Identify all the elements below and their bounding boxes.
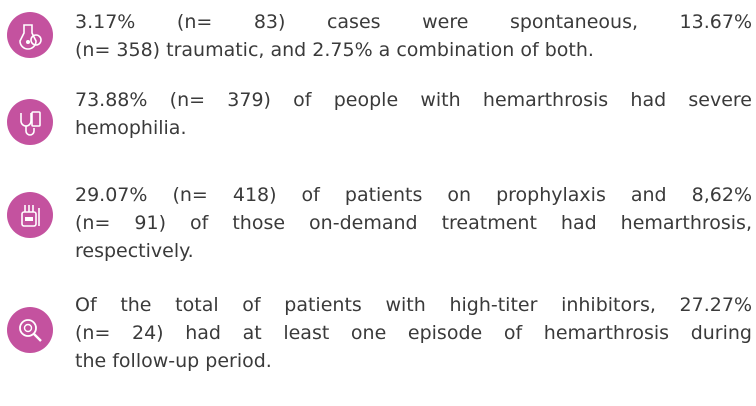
- text-line: the follow-up period.: [75, 350, 272, 372]
- text-line: (n= 91) of those on-demand treatment had…: [75, 212, 752, 234]
- text-line: 73.88% (n= 379) of people with hemarthro…: [75, 89, 752, 111]
- item-text: 73.88% (n= 379) of people with hemarthro…: [75, 86, 752, 142]
- item-text: 3.17% (n= 83) cases were spontaneous, 13…: [75, 8, 752, 64]
- item-text: Of the total of patients with high-titer…: [75, 291, 752, 375]
- text-line: 3.17% (n= 83) cases were spontaneous, 13…: [75, 11, 752, 33]
- item-icon: [7, 99, 53, 145]
- text-line: (n= 358) traumatic, and 2.75% a combinat…: [75, 39, 594, 61]
- item-icon: [7, 307, 53, 353]
- item-icon: [7, 192, 53, 238]
- text-line: respectively.: [75, 240, 194, 262]
- text-line: (n= 24) had at least one episode of hema…: [75, 322, 752, 344]
- text-line: hemophilia.: [75, 117, 187, 139]
- text-line: 29.07% (n= 418) of patients on prophylax…: [75, 184, 752, 206]
- item-text: 29.07% (n= 418) of patients on prophylax…: [75, 181, 752, 265]
- item-icon: [7, 12, 53, 58]
- text-line: Of the total of patients with high-titer…: [75, 294, 752, 316]
